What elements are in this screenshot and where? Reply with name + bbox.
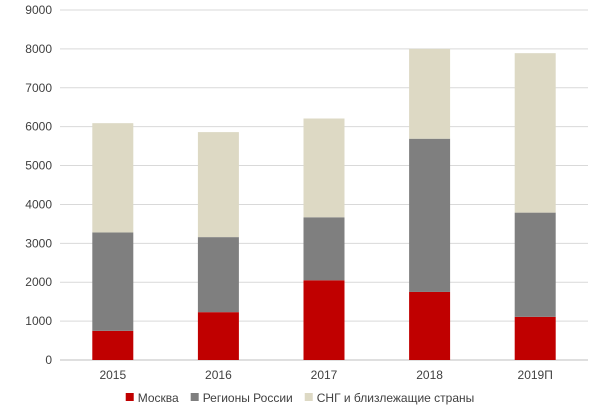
bar-segment — [409, 48, 451, 139]
bar-segment — [92, 232, 134, 331]
bar-segment — [197, 132, 239, 238]
bar-segment — [303, 217, 345, 281]
legend-swatch — [304, 393, 313, 401]
bar-segment — [197, 312, 239, 360]
y-tick-label: 6000 — [25, 120, 52, 134]
y-axis: 0 1000 2000 3000 4000 5000 6000 7000 8000 9000 — [25, 3, 52, 367]
bar-segment — [514, 316, 556, 360]
y-tick-label: 1000 — [25, 314, 52, 328]
y-tick-label: 8000 — [25, 42, 52, 56]
bars — [92, 48, 556, 360]
legend-swatch — [190, 393, 199, 401]
bar-segment — [303, 118, 345, 218]
bar-segment — [303, 280, 345, 360]
x-axis: 2015 2016 2017 2018 2019П — [99, 368, 552, 382]
y-tick-label: 0 — [45, 353, 52, 367]
x-tick-label: 2016 — [205, 368, 232, 382]
y-tick-label: 3000 — [25, 236, 52, 250]
x-tick-label: 2015 — [99, 368, 126, 382]
y-tick-label: 4000 — [25, 197, 52, 211]
y-tick-label: 2000 — [25, 275, 52, 289]
x-tick-label: 2019П — [518, 368, 553, 382]
x-tick-label: 2017 — [311, 368, 338, 382]
bar-segment — [197, 237, 239, 313]
legend-label: Регионы России — [203, 391, 293, 405]
x-tick-label: 2018 — [416, 368, 443, 382]
legend-label: СНГ и близлежащие страны — [317, 391, 475, 405]
bar-segment — [514, 212, 556, 317]
y-tick-label: 5000 — [25, 159, 52, 173]
bar-segment — [92, 330, 134, 360]
bar-segment — [514, 53, 556, 213]
legend: Москва Регионы России СНГ и близлежащие ст… — [125, 391, 475, 405]
legend-label: Москва — [138, 391, 179, 405]
bar-segment — [92, 123, 134, 233]
bar-segment — [409, 138, 451, 292]
legend-swatch — [125, 393, 134, 401]
bar-segment — [409, 291, 451, 360]
y-tick-label: 9000 — [25, 3, 52, 17]
y-tick-label: 7000 — [25, 81, 52, 95]
